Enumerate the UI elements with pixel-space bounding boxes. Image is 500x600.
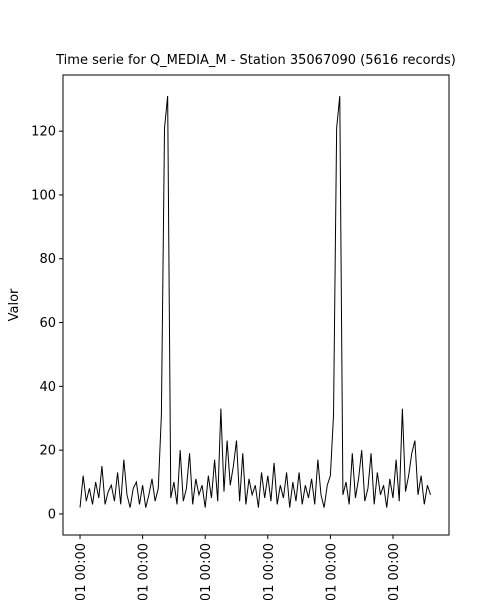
y-axis-label: Valor [7,288,22,321]
x-tick-label: 01 00:00 [74,543,89,600]
x-tick-label: 01 00:00 [387,543,402,600]
x-tick-label: 01 00:00 [199,543,214,600]
y-tick-label: 60 [39,316,56,331]
y-tick-label: 120 [31,125,56,140]
y-tick-label: 80 [39,252,56,267]
y-tick-label: 40 [39,380,56,395]
x-tick-label: 01 00:00 [262,543,277,600]
x-tick-label: 01 00:00 [137,543,152,600]
chart-title: Time serie for Q_MEDIA_M - Station 35067… [55,53,456,68]
y-tick-label: 0 [48,507,56,522]
x-tick-label: 01 00:00 [324,543,339,600]
axes-frame [62,74,450,536]
y-tick-label: 20 [39,444,56,459]
data-line [79,96,432,508]
y-tick-label: 100 [31,188,56,203]
